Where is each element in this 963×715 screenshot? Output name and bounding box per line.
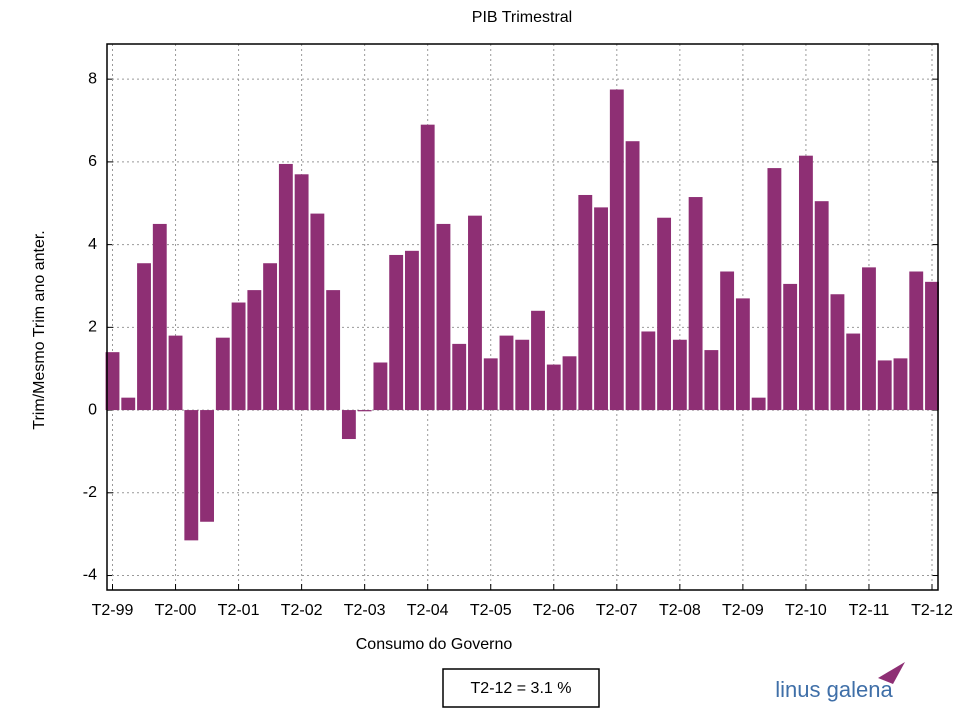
x-tick-label: T2-00 [155,602,197,619]
bar [751,397,766,411]
bar [531,310,545,411]
bar [483,358,498,411]
bar [168,335,183,411]
bar [121,397,136,411]
x-tick-label: T2-10 [785,602,827,619]
bar [546,364,561,411]
bar [830,294,845,411]
bar [767,168,782,411]
bar [326,290,341,411]
bar [420,124,435,411]
y-tick-label: 4 [88,236,97,253]
bar [862,267,876,411]
y-tick-label: 8 [88,70,97,87]
bar [137,263,151,411]
bar [294,174,309,411]
logo-mark [878,662,905,684]
bar [814,201,829,411]
x-tick-label: T2-06 [533,602,575,619]
bar [263,263,278,411]
x-tick-label: T2-02 [281,602,323,619]
bar [200,410,214,522]
x-tick-label: T2-11 [849,602,890,619]
bar [925,281,939,411]
y-tick-label: 6 [88,153,97,170]
bar [278,163,293,411]
bar [625,141,640,411]
bar [909,271,924,411]
x-tick-label: T2-07 [596,602,638,619]
bar [798,155,813,411]
bar [594,207,608,411]
bar [215,337,230,411]
bar [783,283,798,411]
bar [231,302,246,411]
x-tick-label: T2-09 [722,602,764,619]
bar [452,343,467,411]
annotation-box [442,668,600,708]
annotation: T2-12 = 3.1 % [471,680,572,697]
bar [499,335,514,411]
bar [152,223,167,411]
bar [389,254,404,411]
bar [657,217,672,411]
x-tick-label: T2-05 [470,602,512,619]
bar [247,290,262,411]
bar [609,89,624,411]
bar [373,362,388,411]
y-tick-label: 0 [88,401,97,418]
x-tick-label: T2-08 [659,602,701,619]
bar [562,356,577,411]
y-tick-label: 2 [88,319,97,336]
x-tick-label: T2-12 [911,602,953,619]
y-axis-label: Trim/Mesmo Trim ano anter. [31,230,48,429]
bar [578,194,593,411]
x-axis-label: Consumo do Governo [356,636,513,653]
x-tick-label: T2-01 [218,602,260,619]
bar [105,352,120,411]
logo: linus galena [775,677,893,702]
bar [515,339,530,411]
bar [688,197,703,411]
y-tick-label: -4 [83,567,97,584]
bar [720,271,735,411]
bar [846,333,861,411]
x-tick-label: T2-99 [92,602,134,619]
bar [436,223,451,411]
chart-title: PIB Trimestral [472,9,572,26]
bar [877,360,892,411]
bar [704,350,719,411]
bar [641,331,656,411]
bar [893,358,908,411]
bar [735,298,750,411]
x-tick-label: T2-03 [344,602,386,619]
bar [357,410,372,412]
bar [184,410,199,541]
bar [341,410,356,440]
y-tick-label: -2 [83,484,97,501]
plot-frame [106,43,939,591]
bar [404,250,419,411]
bar [672,339,687,411]
bar [468,215,482,411]
x-tick-label: T2-04 [407,602,449,619]
bar [310,213,325,411]
